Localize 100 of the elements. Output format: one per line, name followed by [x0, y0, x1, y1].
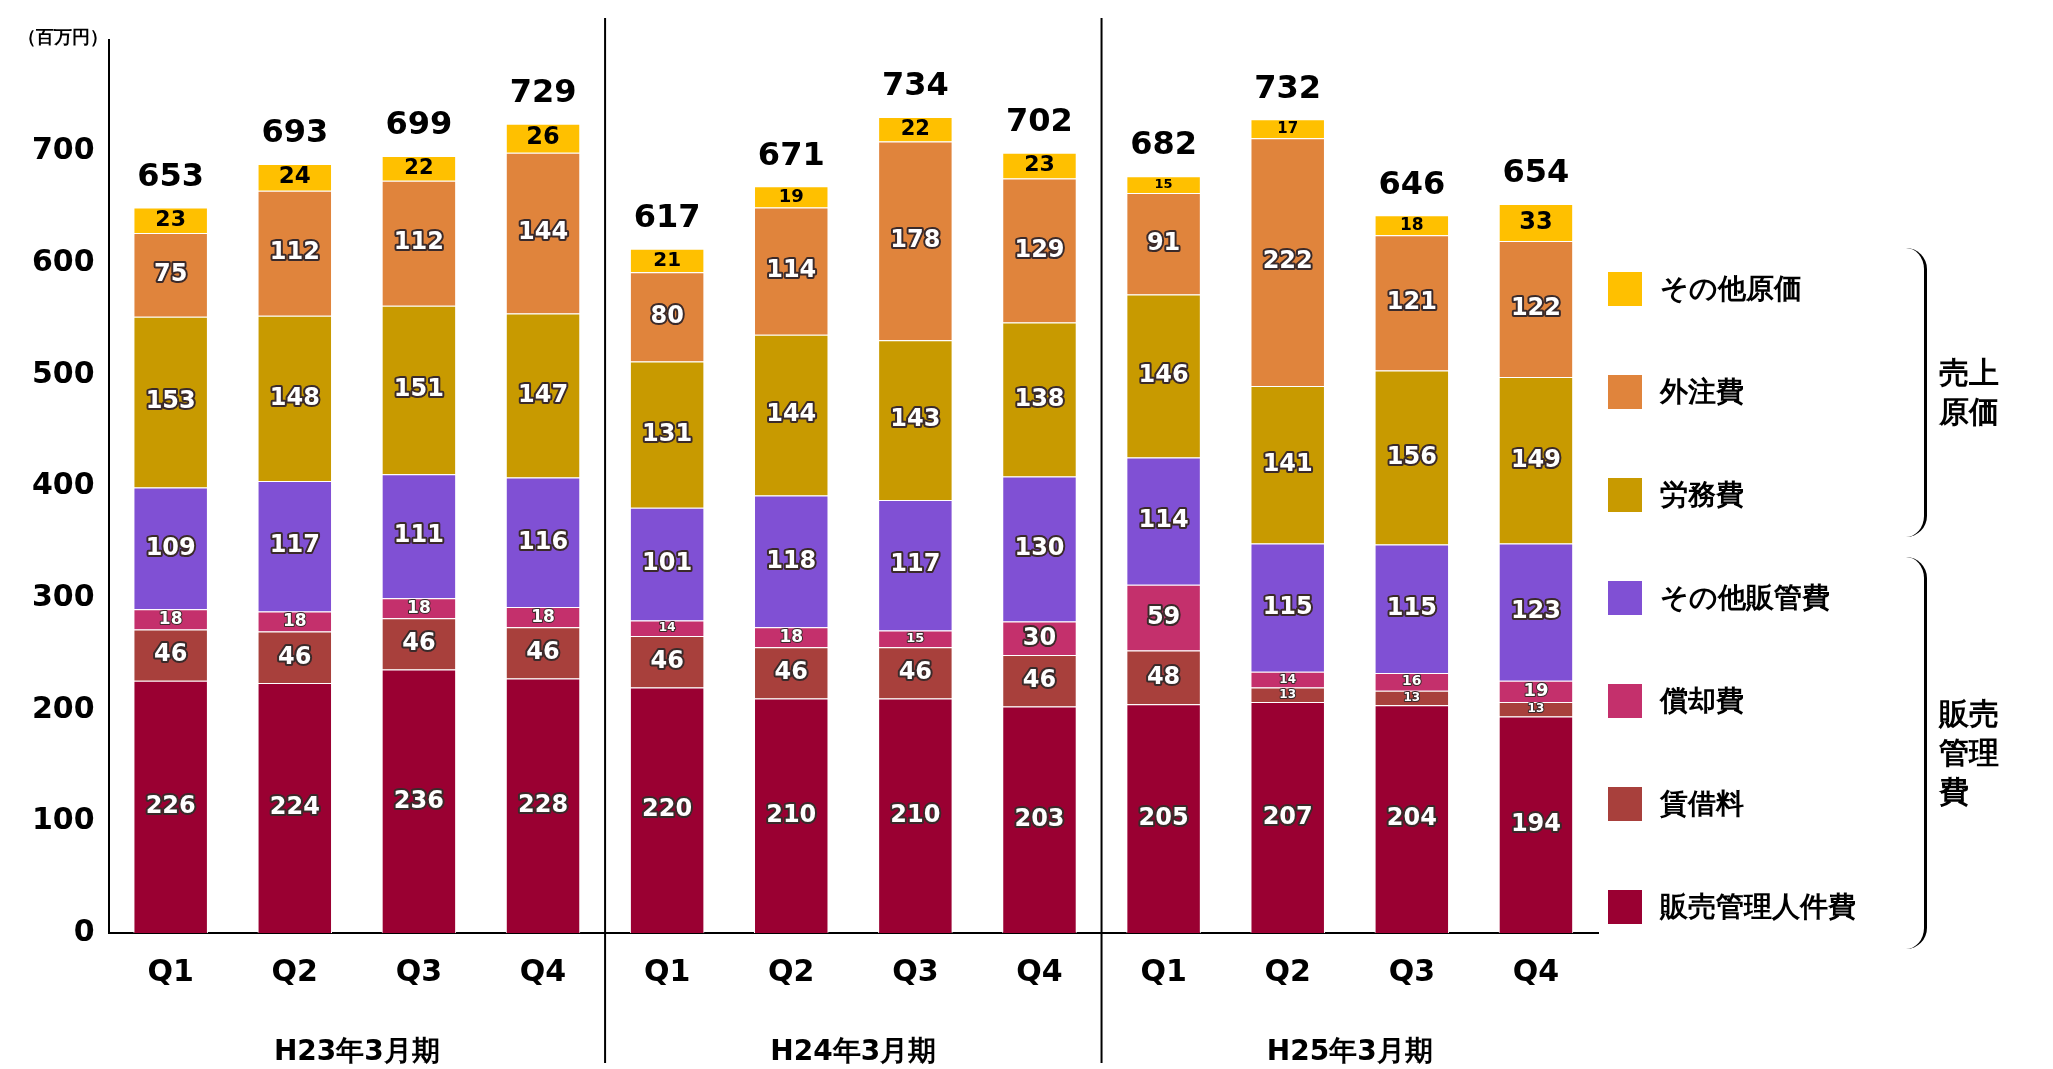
data-label: 207	[1262, 801, 1313, 830]
data-label: 116	[517, 526, 569, 555]
data-label: 30	[1022, 622, 1057, 651]
data-label: 59	[1146, 601, 1181, 630]
data-label: 146	[1138, 360, 1189, 389]
data-label: 114	[766, 255, 817, 284]
y-tick-label: 200	[32, 689, 95, 725]
data-label: 210	[890, 800, 941, 829]
text: 売上原価	[1938, 354, 2000, 431]
data-label: 15	[1154, 175, 1173, 191]
legend-label: 外注費	[1660, 374, 1744, 410]
data-label: 204	[1386, 803, 1437, 832]
data-label: 22	[404, 154, 434, 179]
data-label: 18	[407, 596, 431, 617]
data-label: 46	[650, 645, 684, 674]
data-label: 111	[393, 520, 444, 549]
data-label: 205	[1138, 802, 1189, 831]
data-label: 123	[1510, 596, 1561, 625]
data-label: 91	[1146, 227, 1181, 256]
data-label: 46	[402, 628, 436, 657]
data-label: 129	[1014, 234, 1065, 263]
data-label: 13	[1527, 701, 1545, 716]
data-label: 117	[269, 530, 320, 559]
x-tick-label: Q1	[643, 952, 691, 988]
data-label: 144	[766, 399, 817, 428]
y-tick-label: 300	[32, 577, 95, 613]
legend-label: 償却費	[1660, 683, 1744, 719]
data-label: 26	[526, 122, 560, 151]
y-tick-label: 500	[32, 354, 95, 390]
data-label: 144	[517, 217, 569, 246]
data-label: 14	[658, 620, 676, 635]
data-label: 21	[653, 246, 682, 271]
x-tick-label: Q3	[892, 952, 939, 988]
data-label: 17	[1277, 118, 1299, 137]
x-tick-label: Q1	[147, 952, 194, 988]
total-label: 654	[1502, 152, 1570, 191]
data-label: 46	[278, 641, 312, 670]
data-label: 80	[650, 301, 684, 330]
data-label: 75	[153, 259, 188, 288]
data-label: 46	[898, 657, 933, 686]
data-label: 18	[531, 605, 555, 626]
text: H23年3月期	[273, 1034, 440, 1068]
data-label: 118	[766, 545, 817, 574]
data-label: 115	[1262, 591, 1313, 620]
data-label: 101	[642, 548, 693, 577]
data-label: 23	[1024, 151, 1055, 177]
legend-label: 販売管理人件費	[1660, 889, 1856, 925]
legend-label: その他販管費	[1660, 580, 1830, 616]
x-tick-label: Q2	[768, 952, 815, 988]
data-label: 24	[278, 162, 311, 189]
x-tick-label: Q2	[271, 952, 318, 988]
total-label: 646	[1378, 163, 1446, 202]
text: H25年3月期	[1266, 1034, 1433, 1068]
data-label: 112	[269, 237, 320, 266]
text: 販売管理費	[1938, 695, 2000, 811]
data-label: 19	[778, 184, 804, 206]
data-label: 109	[145, 532, 196, 561]
x-tick-label: Q1	[1140, 952, 1187, 988]
legend-label: 労務費	[1660, 477, 1744, 513]
data-label: 18	[158, 607, 183, 628]
y-tick-label: 700	[32, 131, 95, 167]
y-axis-title: （百万円）	[18, 25, 108, 47]
data-label: 151	[393, 374, 444, 403]
total-label: 732	[1254, 67, 1322, 106]
total-label: 734	[881, 65, 949, 104]
y-tick-label: 600	[32, 243, 95, 279]
data-label: 220	[642, 794, 693, 823]
data-label: 138	[1014, 383, 1065, 412]
data-label: 194	[1510, 808, 1561, 837]
x-tick-label: Q3	[395, 952, 443, 988]
data-label: 156	[1386, 441, 1437, 470]
data-label: 153	[145, 386, 196, 415]
data-label: 226	[145, 791, 196, 820]
text: H24年3月期	[770, 1034, 937, 1068]
y-tick-label: 100	[32, 801, 95, 837]
total-label: 702	[1006, 101, 1073, 140]
data-label: 48	[1146, 661, 1181, 690]
x-tick-label: Q4	[519, 952, 567, 988]
x-tick-label: Q4	[1016, 952, 1063, 988]
x-tick-label: Q4	[1512, 952, 1560, 988]
data-label: 115	[1386, 592, 1437, 621]
data-label: 15	[906, 630, 925, 646]
total-label: 653	[137, 155, 205, 194]
y-tick-label: 400	[32, 466, 95, 502]
total-label: 682	[1130, 124, 1197, 163]
data-label: 131	[642, 418, 693, 447]
data-label: 18	[779, 625, 804, 646]
y-tick-label: 0	[73, 912, 95, 948]
total-label: 617	[633, 197, 701, 236]
data-label: 13	[1403, 690, 1421, 705]
data-label: 46	[774, 657, 808, 686]
data-label: 222	[1262, 246, 1313, 275]
legend-label: その他原価	[1660, 271, 1802, 307]
data-label: 203	[1014, 803, 1065, 832]
data-label: 19	[1523, 679, 1549, 700]
data-label: 13	[1279, 686, 1297, 701]
data-label: 117	[890, 549, 941, 578]
data-label: 224	[269, 792, 320, 821]
data-label: 121	[1386, 287, 1437, 316]
data-label: 130	[1014, 533, 1065, 562]
